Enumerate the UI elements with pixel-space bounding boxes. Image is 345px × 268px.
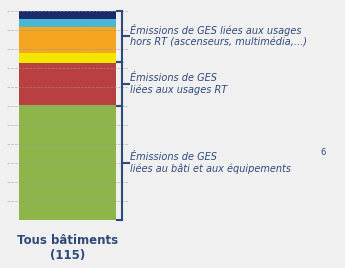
Bar <box>19 19 116 27</box>
Text: 6: 6 <box>321 148 326 157</box>
Bar <box>19 63 116 105</box>
Bar <box>19 27 116 53</box>
Bar <box>19 53 116 63</box>
Text: Émissions de GES
liées aux usages RT: Émissions de GES liées aux usages RT <box>130 73 227 95</box>
Bar <box>19 11 116 19</box>
Text: Émissions de GES liées aux usages
hors RT (ascenseurs, multimédia,...): Émissions de GES liées aux usages hors R… <box>130 24 307 48</box>
Text: Émissions de GES
liées au bâti et aux équipements: Émissions de GES liées au bâti et aux éq… <box>130 152 291 174</box>
Bar <box>19 105 116 220</box>
Text: Tous bâtiments
(115): Tous bâtiments (115) <box>17 234 118 262</box>
